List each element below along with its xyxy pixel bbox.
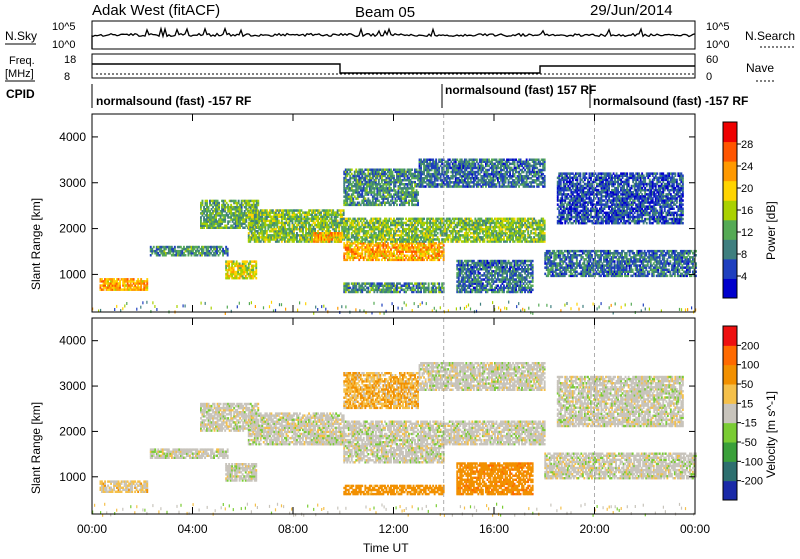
- echo-cell: [202, 200, 204, 203]
- echo-cell: [411, 169, 413, 172]
- echo-cell: [544, 220, 546, 223]
- echo-cell: [396, 204, 398, 207]
- noise-right-tick-low: 10^0: [706, 39, 730, 51]
- noise-panel: N.Sky 10^5 10^0 10^5 10^0 N.Search: [5, 21, 795, 51]
- echo-cell: [423, 218, 425, 221]
- noise-sky-label: N.Sky: [5, 29, 37, 43]
- cpid-segment-1: normalsound (fast) -157 RF: [96, 94, 251, 108]
- echo-cell: [255, 260, 257, 263]
- echo-cell: [417, 200, 419, 203]
- echo-cell: [544, 232, 546, 235]
- echo-cell: [218, 202, 220, 205]
- beam-title: Beam 05: [355, 4, 415, 21]
- freq-panel: Freq. [MHz] 18 8 60 0 Nave: [5, 54, 776, 83]
- echo-cell: [437, 232, 439, 235]
- echo-cell: [255, 277, 257, 280]
- cpid-panel: CPID normalsound (fast) -157 RF normalso…: [6, 83, 748, 108]
- echo-cell: [257, 200, 259, 203]
- echo-cell: [524, 234, 526, 237]
- echo-cell: [351, 169, 353, 172]
- freq-left-tick-low: 8: [64, 71, 70, 83]
- freq-right-tick-low: 0: [706, 71, 712, 83]
- station-title: Adak West (fitACF): [92, 2, 220, 19]
- noise-left-tick-low: 10^0: [52, 39, 76, 51]
- echo-cell: [443, 244, 445, 247]
- freq-unit-label: [MHz]: [5, 68, 34, 80]
- noise-left-tick-high: 10^5: [52, 21, 76, 33]
- freq-right-tick-high: 60: [706, 54, 718, 66]
- echo-cell: [153, 246, 155, 249]
- echo-cell: [238, 200, 240, 203]
- echo-cell: [438, 238, 440, 241]
- echo-cell: [351, 240, 353, 243]
- echo-cell: [435, 159, 437, 162]
- noise-sky-trace: [92, 29, 695, 49]
- noise-search-label: N.Search: [745, 29, 795, 43]
- echo-cell: [514, 218, 516, 221]
- echo-cell: [402, 218, 404, 221]
- echo-cell: [393, 175, 395, 178]
- freq-left-tick-high: 18: [64, 54, 76, 66]
- echo-cell: [379, 218, 381, 221]
- echo-cell: [227, 248, 229, 251]
- power-echo-cells: [92, 114, 697, 315]
- echo-cell: [476, 159, 478, 162]
- nave-label: Nave: [746, 61, 774, 75]
- cpid-segment-3: normalsound (fast) -157 RF: [593, 94, 748, 108]
- date-title: 29/Jun/2014: [590, 2, 673, 19]
- echo-cell: [146, 278, 148, 281]
- cpid-segment-2: normalsound (fast) 157 RF: [445, 83, 596, 97]
- cpid-label: CPID: [6, 87, 35, 101]
- freq-trace: [92, 64, 695, 73]
- echo-cell: [378, 259, 380, 262]
- echo-cell: [417, 191, 419, 194]
- echo-cell: [343, 209, 345, 212]
- echo-cell: [133, 278, 135, 281]
- echo-cell: [206, 200, 208, 203]
- noise-right-tick-high: 10^5: [706, 21, 730, 33]
- freq-label: Freq.: [9, 55, 35, 67]
- echo-cell: [174, 246, 176, 249]
- echo-cell: [185, 254, 187, 257]
